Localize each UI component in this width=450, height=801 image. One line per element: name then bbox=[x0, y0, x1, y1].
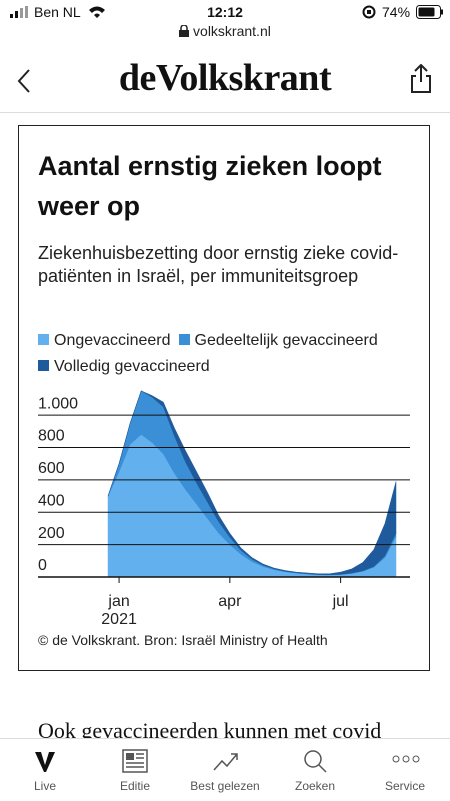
y-tick-label: 1.000 bbox=[38, 395, 78, 412]
lock-rotation-icon bbox=[362, 5, 376, 19]
legend-label: Volledig gevaccineerd bbox=[54, 358, 210, 375]
service-icon bbox=[392, 755, 420, 763]
carrier: Ben NL bbox=[34, 4, 81, 20]
y-tick-label: 600 bbox=[38, 460, 65, 477]
lock-icon bbox=[179, 24, 190, 37]
y-tick-label: 200 bbox=[38, 525, 65, 542]
legend-swatch bbox=[38, 334, 49, 345]
chart-card bbox=[18, 125, 430, 671]
legend-swatch bbox=[38, 360, 49, 371]
area bbox=[107, 390, 397, 575]
legend-item: Ongevaccineerd bbox=[38, 328, 171, 354]
wifi-icon bbox=[89, 6, 105, 18]
live-icon bbox=[35, 752, 55, 772]
legend-label: Ongevaccineerd bbox=[54, 332, 171, 349]
tab-bar: Live Editie Best gelezen Zoeken Service bbox=[0, 738, 450, 801]
tab-label[interactable]: Zoeken bbox=[294, 779, 336, 793]
top-bar bbox=[0, 48, 450, 113]
legend-item: Volledig gevaccineerd bbox=[38, 354, 210, 380]
editie-icon bbox=[122, 749, 148, 773]
battery-percent: 74% bbox=[382, 4, 411, 20]
url: volkskrant.nl bbox=[193, 23, 271, 39]
status-bar: Ben NL 12:12 74% bbox=[0, 0, 450, 24]
x-year-label: 2021 bbox=[101, 611, 137, 628]
share-button[interactable] bbox=[410, 64, 432, 94]
logo[interactable]: deVolkskrant bbox=[118, 57, 332, 99]
tab-label[interactable]: Service bbox=[384, 779, 425, 793]
x-tick-label: jul bbox=[332, 593, 349, 610]
best-gelezen-icon bbox=[213, 753, 238, 771]
y-tick-label: 800 bbox=[38, 428, 65, 445]
x-tick-label: jan bbox=[107, 593, 129, 610]
chart-title: Aantal ernstig zieken loopt weer op bbox=[38, 151, 382, 221]
y-tick-label: 400 bbox=[38, 492, 65, 509]
chart-subtitle: Ziekenhuisbezetting door ernstig zieke c… bbox=[38, 243, 399, 286]
legend-item: Gedeeltelijk gevaccineerd bbox=[178, 328, 378, 354]
back-button[interactable] bbox=[16, 68, 32, 94]
tab-label[interactable]: Best gelezen bbox=[190, 779, 260, 793]
y-tick-label: 0 bbox=[38, 557, 47, 574]
legend: Ongevaccineerd Gedeeltelijk gevaccineerd V… bbox=[38, 328, 418, 380]
tab-label[interactable]: Live bbox=[33, 779, 56, 793]
url-bar[interactable]: volkskrant.nl bbox=[0, 23, 450, 39]
zoeken-icon bbox=[304, 750, 327, 773]
x-tick-label: apr bbox=[218, 593, 242, 610]
chart-source: © de Volkskrant. Bron: Israël Ministry o… bbox=[38, 632, 328, 648]
clock: 12:12 bbox=[207, 4, 243, 20]
area bbox=[107, 434, 397, 578]
signal-icon bbox=[10, 6, 28, 18]
legend-label: Gedeeltelijk gevaccineerd bbox=[194, 332, 378, 349]
battery-icon bbox=[416, 5, 443, 19]
legend-swatch bbox=[178, 334, 190, 345]
tab-label[interactable]: Editie bbox=[119, 779, 151, 793]
